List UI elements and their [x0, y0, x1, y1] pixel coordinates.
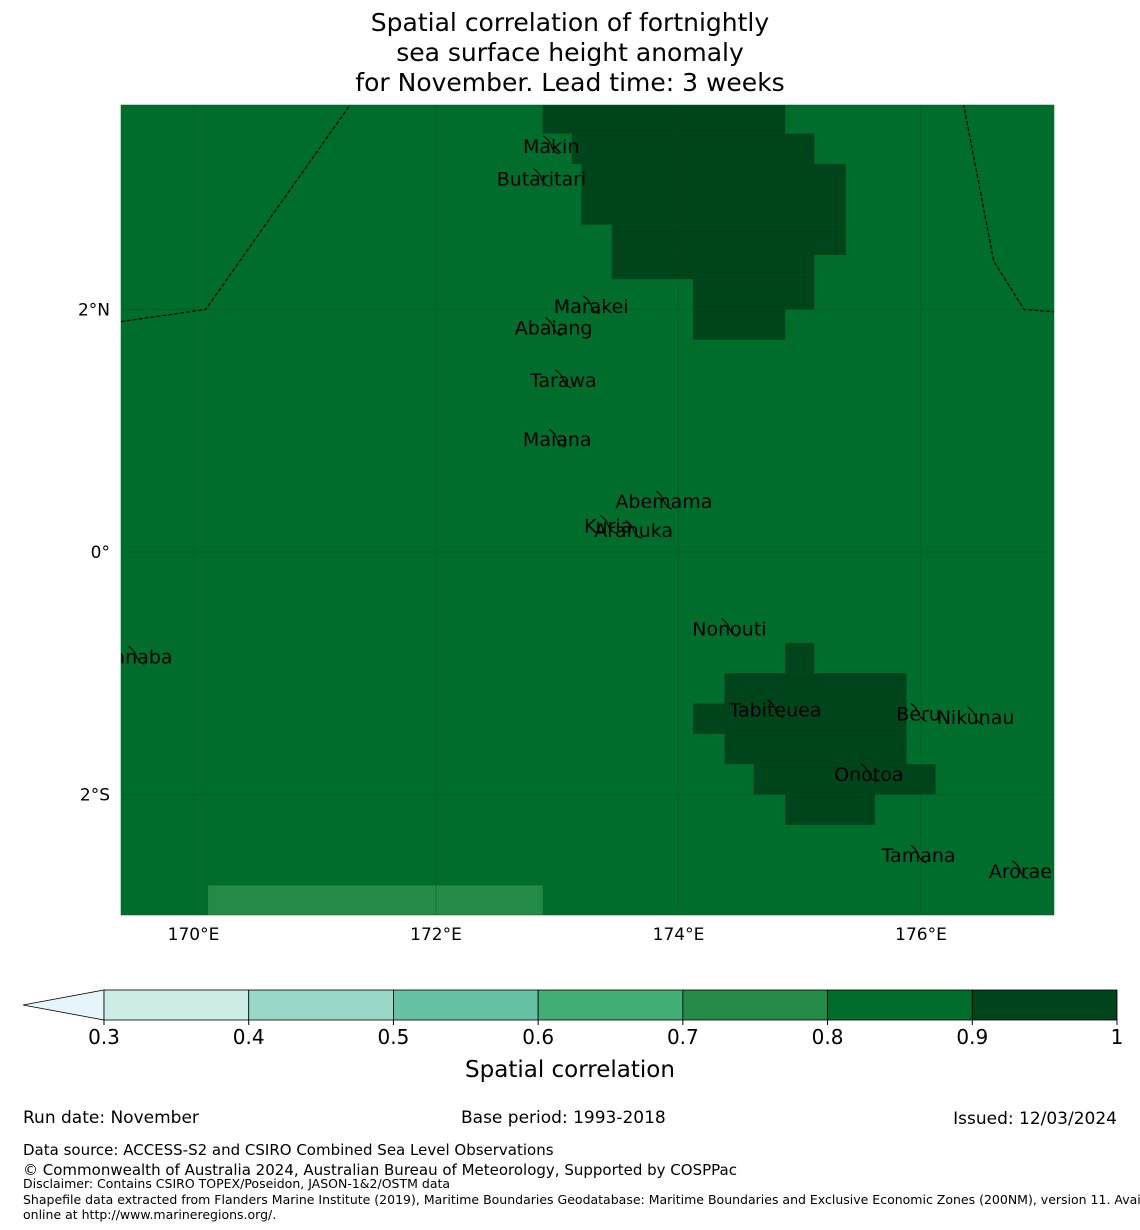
colorbar-bin	[103, 989, 250, 1021]
correlation-field	[121, 105, 1054, 915]
island-outline	[655, 490, 673, 510]
island-outline	[555, 369, 572, 389]
eez-boundaries	[121, 105, 1054, 323]
island-label: Banaba	[100, 646, 172, 668]
field-cell	[785, 642, 815, 674]
graticule	[121, 105, 1054, 915]
island-outline	[860, 763, 878, 783]
island-label: Beru	[896, 703, 941, 725]
island-outline	[767, 699, 784, 719]
colorbar-label: Spatial correlation	[465, 1057, 675, 1083]
island-outline	[910, 844, 927, 864]
y-tick-label: 0°	[91, 543, 110, 563]
island-outline	[967, 706, 984, 726]
island-outline	[625, 519, 642, 539]
island-label: Abaiang	[515, 318, 593, 340]
island-outline	[128, 645, 145, 665]
field-cell	[542, 105, 786, 134]
field-cell	[693, 279, 815, 310]
island-label: Tabiteuea	[729, 700, 822, 722]
shapefile-credit-line-1: Shapefile data extracted from Flanders M…	[23, 1192, 1140, 1207]
field-cell	[611, 224, 846, 255]
island-label: Nikunau	[937, 707, 1015, 729]
y-tick-label: 2°S	[80, 786, 110, 806]
field-cell	[724, 733, 907, 765]
island-outline	[599, 514, 617, 534]
disclaimer: Disclaimer: Contains CSIRO TOPEX/Poseido…	[23, 1176, 451, 1191]
x-tick-label: 172°E	[410, 925, 462, 945]
island-outline	[548, 428, 566, 448]
field-cell	[571, 133, 815, 164]
island-outline	[910, 702, 927, 722]
colorbar-tick-label: 1	[1111, 1025, 1124, 1049]
island-outline	[1012, 860, 1029, 880]
title-line-2: sea surface height anomaly	[396, 38, 744, 67]
field-cell	[785, 794, 875, 825]
field-cell	[611, 254, 815, 280]
colorbar-tick-label: 0.9	[956, 1025, 988, 1049]
base-period: Base period: 1993-2018	[461, 1108, 666, 1128]
island-label: Nonouti	[692, 618, 766, 640]
island-outline	[721, 617, 738, 637]
field-cell	[693, 309, 786, 340]
y-tick-label: 2°N	[78, 301, 110, 321]
island-outline	[533, 168, 550, 188]
title-line-1: Spatial correlation of fortnightly	[370, 8, 770, 37]
island-label: Makin	[523, 136, 579, 158]
colorbar-tick-label: 0.3	[88, 1025, 120, 1049]
x-tick-label: 170°E	[168, 925, 220, 945]
title-line-3: for November. Lead time: 3 weeks	[355, 68, 785, 97]
island-outline	[542, 135, 560, 155]
colorbar-bin	[971, 989, 1118, 1021]
field-cell	[693, 703, 907, 734]
field-cell	[724, 673, 907, 704]
colorbar-tick-label: 0.6	[522, 1025, 554, 1049]
island-label: Tamana	[881, 845, 956, 867]
colorbar-extend-arrow	[22, 989, 105, 1021]
island-label: Onotoa	[834, 764, 903, 786]
island-label: Abemama	[615, 491, 712, 513]
island-outline	[545, 317, 562, 337]
map-title: Spatial correlation of fortnightly sea s…	[0, 8, 1140, 98]
x-tick-label: 176°E	[895, 925, 947, 945]
island-label: Aranuka	[594, 520, 673, 542]
data-source: Data source: ACCESS-S2 and CSIRO Combine…	[23, 1141, 554, 1159]
colorbar-bin	[682, 989, 828, 1021]
colorbar-bin	[537, 989, 684, 1021]
colorbar-tick-label: 0.5	[378, 1025, 410, 1049]
colorbar-bin	[393, 989, 539, 1021]
axis-ticks: 170°E 172°E 174°E 176°E 2°N 0° 2°S	[78, 301, 947, 946]
island-label: Butaritari	[497, 169, 586, 191]
map-frame	[120, 104, 1055, 916]
copyright: © Commonwealth of Australia 2024, Austra…	[23, 1161, 737, 1179]
field-cell	[753, 764, 936, 795]
shapefile-credit-line-2: online at http://www.marineregions.org/.	[23, 1207, 277, 1222]
colorbar-tick-label: 0.4	[233, 1025, 265, 1049]
x-tick-label: 174°E	[653, 925, 705, 945]
issued-date: Issued: 12/03/2024	[953, 1109, 1117, 1129]
colorbar: 0.3 0.4 0.5 0.6 0.7 0.8 0.9 1 Spatial correlatio…	[22, 989, 1124, 1083]
eez-boundary-line	[121, 105, 351, 323]
island-label: Arorae	[989, 861, 1052, 883]
colorbar-tick-label: 0.7	[667, 1025, 699, 1049]
island-label: Tarawa	[529, 370, 597, 392]
island-outline	[582, 295, 600, 315]
island-label: Kuria	[584, 515, 632, 537]
colorbar-bin	[827, 989, 973, 1021]
field-cell	[581, 164, 846, 225]
colorbar-tick-label: 0.8	[812, 1025, 844, 1049]
island-label: Marakei	[554, 296, 629, 318]
colorbar-bin	[248, 989, 394, 1021]
island-label: Maiana	[523, 429, 592, 451]
run-date: Run date: November	[23, 1108, 199, 1128]
eez-boundary-line	[963, 105, 1054, 313]
field-cell	[208, 885, 543, 915]
